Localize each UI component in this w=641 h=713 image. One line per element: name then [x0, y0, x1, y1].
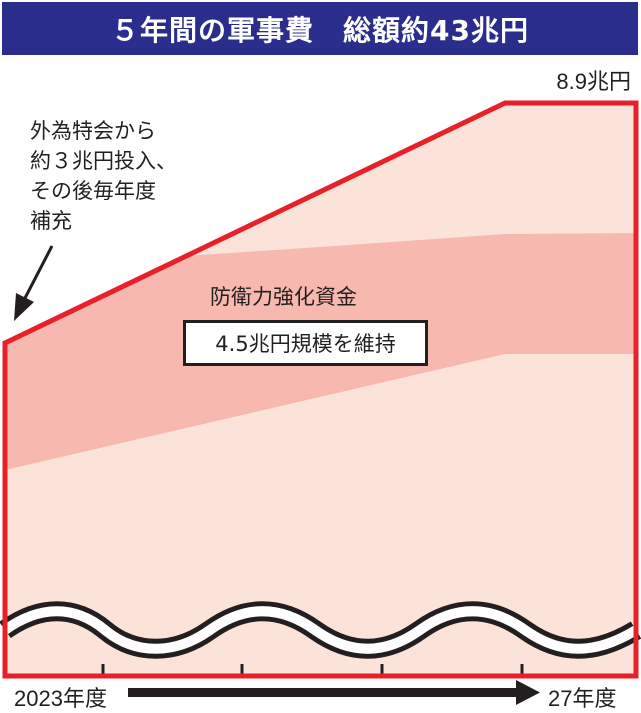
annotation-line: その後毎年度	[30, 179, 156, 203]
annotation-line: 約３兆円投入、	[30, 149, 177, 173]
spending-outline	[2, 100, 639, 679]
timeline-arrow-icon	[128, 680, 540, 705]
wave-break-icon	[0, 601, 641, 659]
axis-end-label: 27年度	[548, 686, 617, 711]
axis-start-label: 2023年度	[14, 686, 107, 711]
arrow-down-left-icon	[14, 245, 54, 321]
fund-box-label: 4.5兆円規模を維持	[215, 332, 396, 356]
annotation-line: 外為特会から	[30, 119, 156, 143]
annotation-note: 外為特会から 約３兆円投入、 その後毎年度 補充	[30, 116, 177, 236]
fund-box: 4.5兆円規模を維持	[183, 320, 428, 366]
fund-label: 防衛力強化資金	[210, 285, 357, 309]
peak-value-label: 8.9兆円	[556, 69, 631, 94]
title-bar: ５年間の軍事費 総額約43兆円	[2, 2, 638, 55]
chart-title: ５年間の軍事費 総額約43兆円	[111, 13, 529, 47]
annotation-line: 補充	[30, 209, 72, 233]
